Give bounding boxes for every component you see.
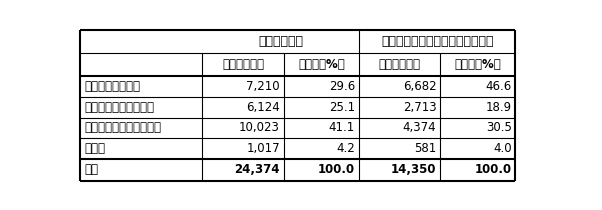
- Text: 金額（億元）: 金額（億元）: [379, 58, 421, 71]
- Text: 7,210: 7,210: [246, 80, 280, 93]
- Text: 581: 581: [414, 142, 436, 155]
- Text: 18.9: 18.9: [485, 101, 512, 114]
- Text: 金額（億元）: 金額（億元）: [222, 58, 264, 71]
- Text: 46.6: 46.6: [485, 80, 512, 93]
- Text: 碧桂園（カントリー・ガーデン）: 碧桂園（カントリー・ガーデン）: [381, 35, 494, 48]
- Text: 合計: 合計: [84, 163, 99, 176]
- Text: 恒大グループ: 恒大グループ: [258, 35, 303, 48]
- Text: 41.1: 41.1: [329, 122, 355, 134]
- Text: 6,124: 6,124: [246, 101, 280, 114]
- Text: 2,713: 2,713: [403, 101, 436, 114]
- Text: 1,017: 1,017: [246, 142, 280, 155]
- Text: 6,682: 6,682: [403, 80, 436, 93]
- Text: 14,350: 14,350: [391, 163, 436, 176]
- Text: その他: その他: [84, 142, 105, 155]
- Text: 銀行などからの借入金: 銀行などからの借入金: [84, 101, 155, 114]
- Text: 25.1: 25.1: [329, 101, 355, 114]
- Text: 10,023: 10,023: [239, 122, 280, 134]
- Text: 予約販売の前受金: 予約販売の前受金: [84, 80, 140, 93]
- Text: 100.0: 100.0: [318, 163, 355, 176]
- Text: シェア（%）: シェア（%）: [455, 58, 501, 71]
- Text: 30.5: 30.5: [486, 122, 512, 134]
- Text: 29.6: 29.6: [329, 80, 355, 93]
- Text: シェア（%）: シェア（%）: [298, 58, 345, 71]
- Text: 100.0: 100.0: [474, 163, 512, 176]
- Text: 4.0: 4.0: [493, 142, 512, 155]
- Text: 取引先に対する未払い金: 取引先に対する未払い金: [84, 122, 161, 134]
- Text: 4.2: 4.2: [337, 142, 355, 155]
- Text: 4,374: 4,374: [403, 122, 436, 134]
- Text: 24,374: 24,374: [234, 163, 280, 176]
